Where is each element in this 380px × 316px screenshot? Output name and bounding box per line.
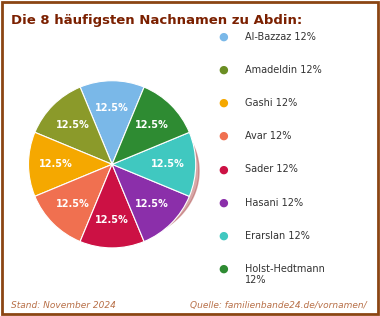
Text: Hasani 12%: Hasani 12%	[245, 198, 303, 208]
Wedge shape	[28, 132, 112, 196]
Wedge shape	[80, 81, 144, 164]
Text: ●: ●	[218, 98, 228, 108]
Text: ●: ●	[218, 65, 228, 75]
Text: ●: ●	[218, 131, 228, 141]
Text: Sader 12%: Sader 12%	[245, 164, 298, 174]
Text: Die 8 häufigsten Nachnamen zu Abdin:: Die 8 häufigsten Nachnamen zu Abdin:	[11, 14, 302, 27]
Text: 12.5%: 12.5%	[39, 159, 73, 169]
Text: Amadeldin 12%: Amadeldin 12%	[245, 65, 322, 75]
Text: 12.5%: 12.5%	[55, 199, 89, 209]
Wedge shape	[112, 87, 189, 164]
Polygon shape	[32, 100, 199, 242]
Wedge shape	[112, 132, 196, 196]
Text: 12.5%: 12.5%	[135, 120, 169, 130]
Text: ●: ●	[218, 164, 228, 174]
Text: ●: ●	[218, 198, 228, 208]
Text: ●: ●	[218, 264, 228, 274]
Text: Al-Bazzaz 12%: Al-Bazzaz 12%	[245, 32, 316, 42]
Wedge shape	[80, 164, 144, 248]
Text: 12.5%: 12.5%	[151, 159, 185, 169]
Text: Stand: November 2024: Stand: November 2024	[11, 301, 116, 310]
Text: 12.5%: 12.5%	[55, 120, 89, 130]
Text: 12.5%: 12.5%	[95, 103, 129, 113]
Text: 12.5%: 12.5%	[95, 215, 129, 225]
Text: ●: ●	[218, 231, 228, 241]
Text: Quelle: familienbande24.de/vornamen/: Quelle: familienbande24.de/vornamen/	[190, 301, 367, 310]
Wedge shape	[35, 164, 112, 241]
Text: Erarslan 12%: Erarslan 12%	[245, 231, 310, 241]
Text: 12.5%: 12.5%	[135, 199, 169, 209]
Wedge shape	[35, 87, 112, 164]
Text: Holst-Hedtmann
12%: Holst-Hedtmann 12%	[245, 264, 325, 285]
Text: Avar 12%: Avar 12%	[245, 131, 291, 141]
Text: ●: ●	[218, 32, 228, 42]
Text: Gashi 12%: Gashi 12%	[245, 98, 298, 108]
Wedge shape	[112, 164, 189, 241]
